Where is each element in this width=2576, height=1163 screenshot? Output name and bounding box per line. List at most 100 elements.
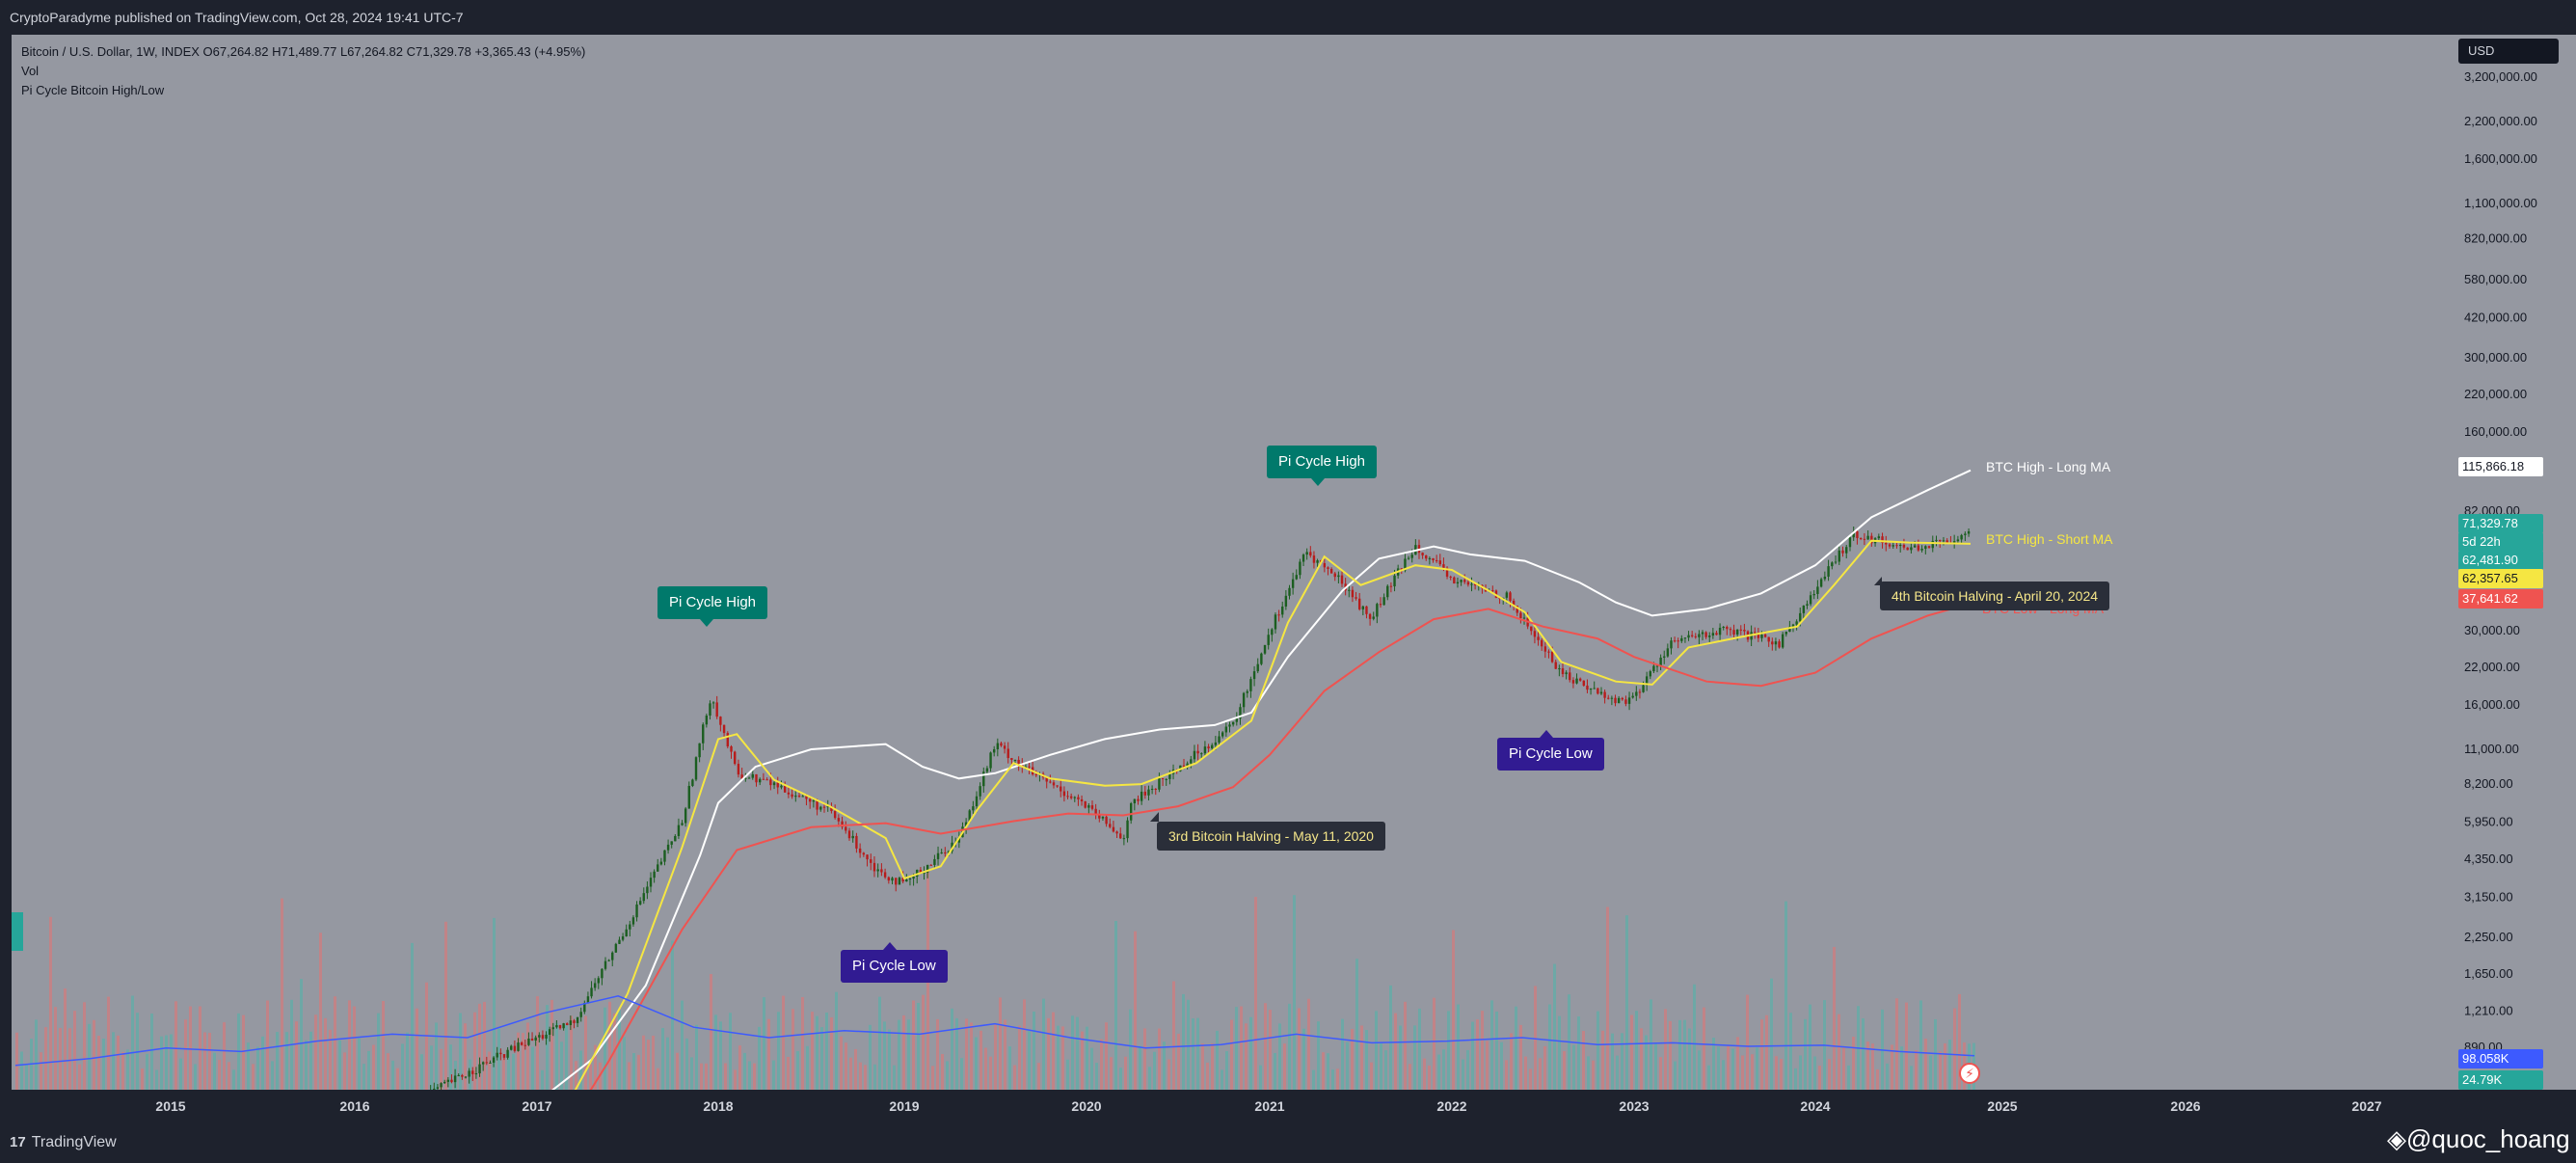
volume-bar — [1486, 1041, 1489, 1090]
volume-bar — [820, 1027, 823, 1090]
volume-bar — [1307, 998, 1310, 1090]
candle-body — [1799, 612, 1802, 622]
candle-body — [691, 779, 694, 786]
volume-bar — [1558, 1015, 1561, 1090]
candle-body — [1274, 614, 1277, 630]
candle-body — [1927, 546, 1931, 549]
candle-body — [1432, 557, 1435, 560]
candle-body — [1537, 636, 1540, 640]
candle-body — [1045, 777, 1048, 782]
volume-bar — [1409, 1064, 1411, 1090]
candle-body — [1902, 545, 1906, 548]
candle-body — [1158, 777, 1161, 790]
volume-bar — [1081, 1031, 1084, 1090]
indicator-legend[interactable]: Pi Cycle Bitcoin High/Low — [21, 83, 165, 97]
volume-bar — [1466, 1049, 1469, 1090]
candle-body — [631, 917, 635, 925]
candle-body — [1575, 678, 1578, 684]
volume-bar — [1394, 1013, 1397, 1090]
volume-bar — [1597, 1011, 1599, 1090]
chart-plot-area[interactable] — [12, 35, 2456, 1090]
volume-bar — [483, 1001, 486, 1090]
candle-body — [579, 1012, 582, 1017]
volume-bar — [358, 1038, 361, 1090]
candle-body — [1186, 763, 1189, 768]
volume-bar — [854, 1048, 857, 1090]
volume-bar — [223, 1022, 226, 1090]
candle-body — [1087, 805, 1090, 808]
volume-bar — [1630, 1014, 1633, 1090]
volume-bar — [1033, 1011, 1035, 1090]
volume-bar — [830, 1017, 833, 1090]
candle-body — [734, 751, 737, 765]
candle-body — [446, 1079, 450, 1082]
volume-bar — [864, 1065, 867, 1090]
volume-bar — [1462, 1059, 1464, 1090]
symbol-legend[interactable]: Bitcoin / U.S. Dollar, 1W, INDEX O67,264… — [21, 44, 586, 59]
volume-bar — [657, 1068, 659, 1090]
candle-body — [880, 869, 883, 873]
volume-bar — [724, 1063, 727, 1090]
volume-bar — [845, 1042, 847, 1090]
volume-bar — [1167, 1059, 1170, 1090]
y-tick-label: 4,350.00 — [2464, 852, 2513, 866]
lightning-bolt-icon[interactable]: ⚡ — [1959, 1063, 1980, 1084]
candle-body — [1211, 744, 1214, 749]
candle-body — [1791, 624, 1795, 627]
y-tick-label: 30,000.00 — [2464, 623, 2520, 637]
candle-body — [1126, 820, 1129, 839]
candle-body — [797, 796, 801, 798]
volume-bar — [1775, 1056, 1778, 1090]
volume-bar — [787, 1056, 790, 1090]
candle-body — [1624, 699, 1627, 704]
candle-body — [1312, 555, 1316, 563]
candle-body — [1945, 540, 1948, 544]
pi-cycle-high-label-2021: Pi Cycle High — [1267, 446, 1378, 478]
y-tick-label: 300,000.00 — [2464, 350, 2527, 365]
volume-bar — [126, 1049, 129, 1090]
volume-bar — [199, 1006, 201, 1090]
candle-body — [1683, 637, 1687, 639]
volume-bar — [1008, 1046, 1011, 1090]
volume-legend[interactable]: Vol — [21, 64, 40, 78]
volume-bar — [1876, 1068, 1879, 1090]
currency-selector[interactable]: USD — [2458, 39, 2559, 64]
candle-body — [1239, 707, 1242, 719]
y-tick-label: 22,000.00 — [2464, 660, 2520, 674]
candle-body — [1214, 742, 1218, 745]
volume-bar — [1221, 1069, 1223, 1090]
candle-body — [1368, 613, 1372, 619]
candle-body — [523, 1044, 526, 1046]
candle-body — [1077, 797, 1080, 799]
candle-body — [1732, 630, 1735, 635]
candle-body — [1670, 640, 1673, 649]
volume-bar — [295, 1021, 298, 1090]
volume-bar — [396, 1068, 399, 1090]
volume-bar — [59, 1027, 62, 1090]
candle-body — [1382, 597, 1385, 606]
volume-bar — [840, 1036, 843, 1090]
volume-bar — [78, 1064, 81, 1090]
candle-body — [1301, 554, 1305, 562]
volume-bar — [575, 1061, 577, 1090]
tradingview-brand[interactable]: 17 TradingView — [10, 1134, 117, 1151]
candle-body — [1816, 586, 1819, 594]
volume-bar — [343, 1052, 346, 1090]
candle-body — [506, 1049, 509, 1058]
volume-bar — [88, 1023, 91, 1090]
volume-bar — [763, 997, 765, 1090]
candle-body — [461, 1074, 464, 1077]
side-panel-handle[interactable] — [12, 912, 23, 951]
volume-bars — [15, 869, 1975, 1090]
volume-bar — [1582, 1031, 1585, 1090]
volume-bar — [1895, 998, 1898, 1090]
candle-body — [1533, 631, 1537, 637]
volume-bar — [1731, 1048, 1734, 1090]
volume-bar — [1187, 999, 1190, 1090]
candle-body — [1512, 600, 1516, 607]
volume-bar — [1288, 1003, 1291, 1090]
x-tick-label: 2023 — [1619, 1098, 1649, 1114]
candle-body — [1603, 691, 1606, 698]
time-axis[interactable]: 2015 2016 2017 2018 2019 2020 2021 2022 2023 2024… — [12, 1090, 2456, 1122]
candle-body — [666, 844, 670, 851]
